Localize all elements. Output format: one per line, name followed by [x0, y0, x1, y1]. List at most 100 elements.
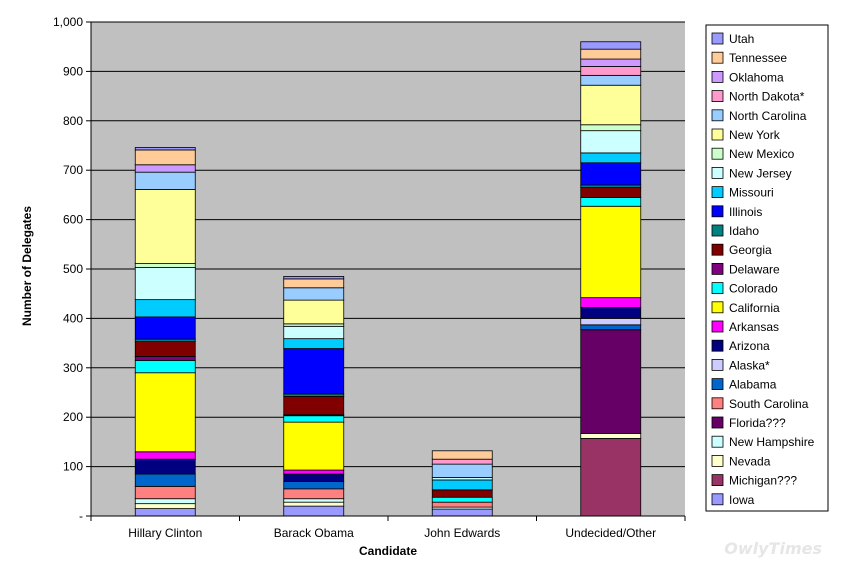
bar-segment	[580, 187, 642, 198]
bar-segment	[580, 162, 642, 186]
bar-segment	[134, 171, 196, 190]
bar-segment	[580, 205, 642, 299]
bar-segment	[134, 372, 196, 453]
x-tick-label: Hillary Clinton	[128, 526, 202, 540]
bar-segment	[134, 503, 196, 509]
legend-label: Colorado	[729, 282, 778, 296]
bar-segment	[580, 324, 642, 331]
bar-segment	[580, 433, 642, 439]
y-tick-label: 200	[63, 410, 83, 424]
bar-segment	[580, 66, 642, 76]
y-tick-label: 600	[63, 213, 83, 227]
bar-segment	[580, 84, 642, 126]
legend-swatch	[711, 90, 724, 102]
bar-segment	[283, 287, 345, 301]
bar-segment	[580, 41, 642, 50]
bar-segment	[134, 485, 196, 500]
bar-segment	[580, 438, 642, 517]
legend-swatch	[711, 224, 724, 237]
legend-label: North Carolina	[729, 109, 807, 123]
y-tick-label: 900	[63, 64, 83, 78]
bar-segment	[283, 396, 345, 416]
legend-label: South Carolina	[729, 397, 809, 411]
bar-segment	[283, 498, 345, 503]
bar-segment	[431, 496, 493, 503]
bar-segment	[580, 48, 642, 60]
bars	[134, 41, 642, 517]
legend-swatch	[711, 282, 724, 295]
legend-label: New Hampshire	[729, 435, 815, 449]
bar-segment	[431, 463, 493, 478]
legend-swatch	[711, 416, 724, 429]
legend-swatch	[711, 358, 724, 371]
bar-segment	[580, 297, 642, 308]
legend-swatch	[711, 454, 724, 467]
watermark: OwlyTimes	[724, 539, 822, 558]
legend-label: Illinois	[729, 205, 762, 219]
y-tick-label: 100	[63, 460, 83, 474]
bar-segment	[283, 473, 345, 482]
bar-segment	[134, 316, 196, 340]
legend-label: New York	[729, 128, 781, 142]
bar-segment	[431, 450, 493, 460]
bar-segment	[580, 317, 642, 326]
legend-label: Arizona	[729, 339, 770, 353]
legend-swatch	[711, 186, 724, 199]
bar-segment	[134, 164, 196, 173]
bar-segment	[580, 124, 642, 132]
bar-segment	[134, 147, 196, 151]
bar-segment	[283, 276, 345, 280]
bar-segment	[580, 307, 642, 319]
bar-segment	[431, 501, 493, 508]
legend-swatch	[711, 109, 724, 122]
bar-segment	[283, 325, 345, 340]
legend-label: Michigan???	[729, 474, 797, 488]
bar-segment	[283, 348, 345, 395]
bar-segment	[431, 508, 493, 517]
legend-label: California	[729, 301, 780, 315]
y-tick-label: 1,000	[53, 15, 83, 29]
legend-label: Georgia	[729, 243, 772, 257]
legend-swatch	[711, 166, 724, 179]
legend-label: Alaska*	[729, 358, 770, 372]
legend-label: New Jersey	[729, 166, 792, 180]
bar-segment	[134, 498, 196, 505]
bar-segment	[134, 189, 196, 264]
bar-segment	[283, 421, 345, 471]
legend-swatch	[711, 474, 724, 487]
bar-segment	[134, 356, 196, 361]
bar-segment	[283, 481, 345, 490]
legend-swatch	[711, 128, 724, 141]
legend-swatch	[711, 51, 724, 64]
bar-segment	[580, 130, 642, 154]
bar-segment	[580, 196, 642, 207]
legend-label: Nevada	[729, 454, 771, 468]
bar-segment	[283, 278, 345, 289]
legend-swatch	[711, 243, 724, 256]
legend-swatch	[711, 435, 724, 448]
legend-swatch	[711, 301, 724, 314]
bar-segment	[134, 359, 196, 374]
bar-segment	[134, 149, 196, 166]
legend-label: Florida???	[729, 416, 786, 430]
x-tick-labels: Hillary Clinton Barack Obama John Edwards U…	[90, 516, 686, 540]
legend-swatch	[711, 378, 724, 391]
y-tick-labels: - 100 200 300 400 500 600 700 800 900 1,000	[53, 15, 91, 523]
y-tick-label: 300	[63, 361, 83, 375]
legend-label: Missouri	[729, 186, 774, 200]
bar-segment	[134, 451, 196, 460]
bar-segment	[283, 415, 345, 423]
legend-label: Arkansas	[729, 320, 779, 334]
bar-segment	[134, 299, 196, 318]
legend-swatch	[711, 320, 724, 333]
legend-label: Delaware	[729, 262, 780, 276]
y-tick-label: -	[79, 509, 83, 523]
legend-label: New Mexico	[729, 147, 795, 161]
legend-box	[705, 24, 829, 512]
legend-swatch	[711, 32, 724, 45]
bar-segment	[134, 473, 196, 487]
bar-segment	[283, 299, 345, 325]
x-tick-label: John Edwards	[424, 526, 500, 540]
bar-segment	[283, 501, 345, 507]
